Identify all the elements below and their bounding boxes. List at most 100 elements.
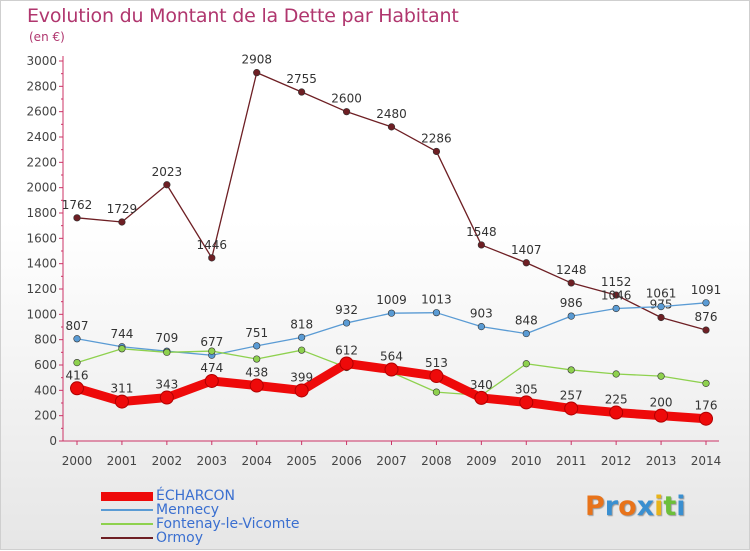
- data-label-mennecy: 848: [515, 314, 538, 328]
- data-label-mennecy: 903: [470, 307, 493, 321]
- data-label-echarcon: 474: [200, 361, 223, 375]
- data-label-ormoy: 1729: [107, 202, 138, 216]
- data-point-ormoy: [253, 69, 261, 77]
- data-point-fontenay-le-vicomte: [298, 346, 306, 354]
- y-tick-label: 1600: [26, 231, 57, 245]
- data-label-ormoy: 1548: [466, 225, 497, 239]
- data-label-ormoy: 2755: [286, 72, 317, 86]
- data-point-echarcon: [474, 390, 489, 405]
- x-tick-label: 2013: [646, 454, 677, 468]
- data-point-mennecy: [477, 323, 485, 331]
- data-label-echarcon: 257: [560, 388, 583, 402]
- y-tick-label: 2600: [26, 105, 57, 119]
- data-label-mennecy: 807: [66, 319, 89, 333]
- data-point-echarcon: [159, 390, 174, 405]
- data-point-echarcon: [609, 405, 624, 420]
- data-label-ormoy: 2023: [152, 165, 183, 179]
- data-point-ormoy: [118, 218, 126, 226]
- data-point-mennecy: [657, 303, 665, 311]
- data-point-echarcon: [249, 378, 264, 393]
- data-label-echarcon: 416: [66, 368, 89, 382]
- data-point-ormoy: [387, 123, 396, 131]
- data-label-ormoy: 2480: [376, 107, 407, 121]
- y-tick-label: 800: [34, 333, 57, 347]
- legend-label: Mennecy: [156, 502, 220, 518]
- data-label-echarcon: 340: [470, 378, 493, 392]
- data-label-ormoy: 2286: [421, 131, 452, 145]
- y-tick-label: 1800: [26, 206, 57, 220]
- data-point-echarcon: [384, 362, 399, 377]
- logo-letter: x: [636, 491, 655, 522]
- data-label-mennecy: 709: [155, 331, 178, 345]
- x-tick-label: 2007: [376, 454, 407, 468]
- data-label-mennecy: 818: [290, 317, 313, 331]
- y-tick-label: 400: [34, 383, 57, 397]
- data-label-mennecy: 677: [200, 335, 223, 349]
- data-point-fontenay-le-vicomte: [73, 358, 81, 367]
- data-point-mennecy: [612, 304, 620, 313]
- data-point-fontenay-le-vicomte: [253, 355, 261, 363]
- y-tick-label: 2400: [26, 130, 57, 144]
- data-point-echarcon: [339, 356, 354, 371]
- data-point-ormoy: [477, 241, 485, 249]
- data-point-mennecy: [387, 309, 396, 317]
- data-label-mennecy: 744: [110, 327, 133, 341]
- data-point-fontenay-le-vicomte: [432, 388, 441, 396]
- data-label-echarcon: 564: [380, 350, 403, 364]
- x-tick-label: 2001: [107, 454, 138, 468]
- data-point-echarcon: [519, 395, 534, 410]
- data-label-echarcon: 513: [425, 356, 448, 370]
- data-point-mennecy: [342, 319, 351, 327]
- data-label-echarcon: 438: [245, 366, 268, 380]
- data-label-ormoy: 1446: [197, 238, 228, 252]
- data-label-echarcon: 343: [155, 378, 178, 392]
- data-label-mennecy: 1046: [601, 289, 632, 303]
- data-point-echarcon: [70, 381, 84, 396]
- data-point-ormoy: [73, 214, 81, 222]
- data-point-fontenay-le-vicomte: [657, 372, 665, 380]
- logo-letter: P: [585, 491, 605, 522]
- data-point-ormoy: [432, 147, 441, 156]
- data-point-ormoy: [208, 254, 216, 262]
- data-label-mennecy: 1013: [421, 293, 452, 307]
- legend-label: Fontenay-le-Vicomte: [156, 516, 300, 532]
- y-tick-label: 1000: [26, 307, 57, 321]
- data-label-mennecy: 1091: [691, 283, 722, 297]
- x-tick-label: 2004: [241, 454, 272, 468]
- data-point-mennecy: [432, 309, 441, 317]
- logo-letter: o: [618, 491, 637, 522]
- data-point-fontenay-le-vicomte: [702, 379, 710, 387]
- data-label-echarcon: 399: [290, 370, 313, 384]
- y-tick-label: 1400: [26, 257, 57, 271]
- y-tick-label: 200: [34, 409, 57, 423]
- data-point-echarcon: [204, 373, 219, 388]
- data-label-mennecy: 751: [245, 326, 268, 340]
- x-tick-label: 2008: [421, 454, 452, 468]
- data-point-echarcon: [114, 394, 129, 409]
- legend-swatch: [101, 491, 153, 501]
- y-tick-label: 3000: [26, 54, 57, 68]
- data-point-ormoy: [567, 279, 575, 287]
- legend-label: ÉCHARCON: [156, 488, 236, 504]
- legend-swatch: [101, 523, 153, 525]
- data-label-mennecy: 1061: [646, 287, 677, 301]
- legend-swatch: [101, 537, 153, 539]
- x-tick-label: 2014: [691, 454, 722, 468]
- y-axis-unit: (en €): [29, 30, 65, 44]
- data-point-ormoy: [522, 259, 530, 267]
- data-label-echarcon: 612: [335, 343, 358, 357]
- data-point-fontenay-le-vicomte: [567, 366, 575, 374]
- data-point-ormoy: [298, 88, 306, 96]
- data-label-ormoy: 1248: [556, 263, 587, 277]
- data-label-ormoy: 1762: [62, 198, 93, 212]
- legend-swatch: [101, 509, 153, 511]
- data-point-ormoy: [342, 108, 351, 116]
- data-label-echarcon: 176: [695, 399, 718, 413]
- data-point-ormoy: [657, 313, 665, 322]
- data-label-ormoy: 2600: [331, 92, 362, 106]
- x-tick-label: 2011: [556, 454, 587, 468]
- data-label-ormoy: 1407: [511, 243, 542, 257]
- x-tick-label: 2010: [511, 454, 542, 468]
- x-tick-label: 2005: [286, 454, 317, 468]
